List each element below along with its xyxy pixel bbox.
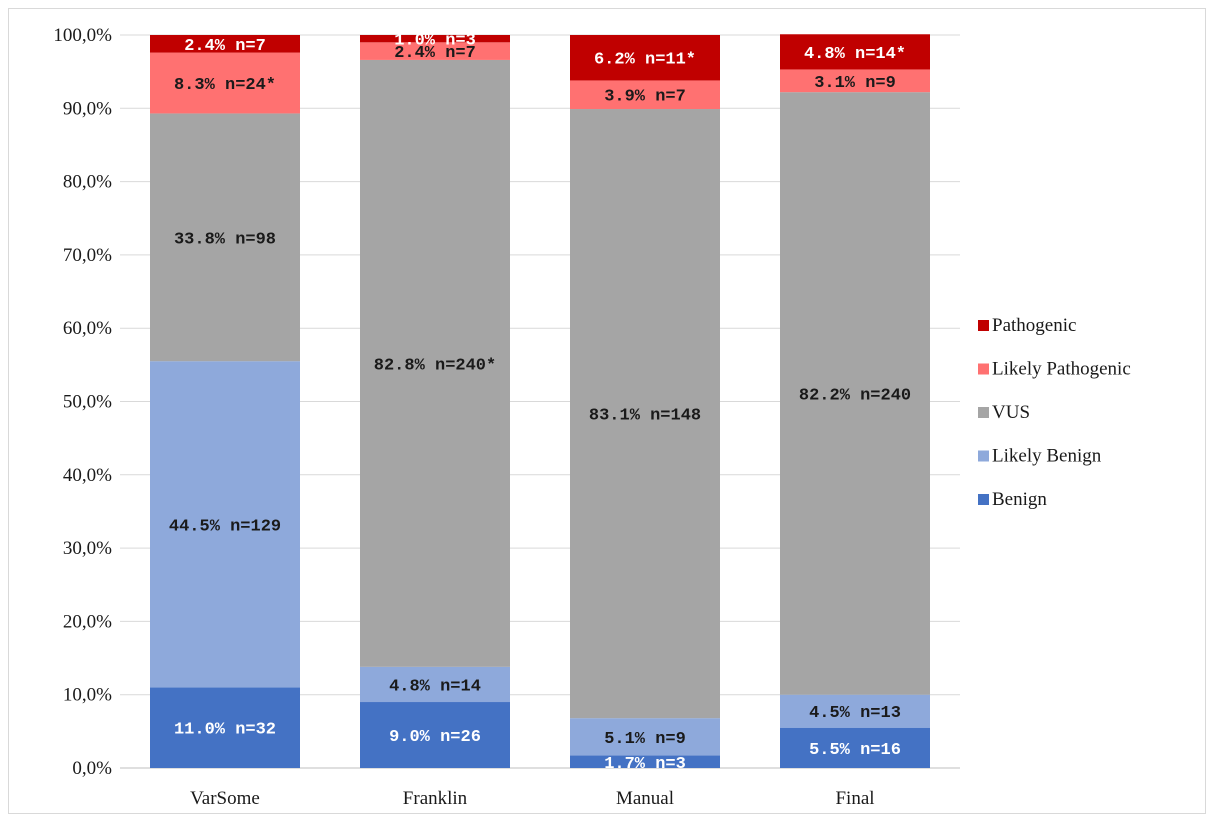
data-label: 9.0% n=26: [389, 728, 481, 747]
data-label: 4.8% n=14*: [804, 45, 906, 64]
bar-segment-benign: [570, 755, 720, 768]
data-labels: 11.0% n=32 44.5% n=129 33.8% n=98 8.3% n=24…: [169, 32, 911, 774]
legend-label: Likely Pathogenic: [992, 359, 1131, 380]
y-tick-label: 80,0%: [63, 172, 112, 193]
legend-swatch: [978, 320, 989, 331]
x-category-label: Final: [835, 788, 874, 809]
y-tick-label: 90,0%: [63, 98, 112, 119]
y-tick-label: 40,0%: [63, 465, 112, 486]
data-label: 4.8% n=14: [389, 677, 481, 696]
y-tick-label: 30,0%: [63, 538, 112, 559]
bar-segment-likely-pathogenic: [360, 42, 510, 60]
y-tick-label: 100,0%: [53, 25, 112, 46]
bar-segment-likely-benign: [780, 694, 930, 728]
data-label: 82.8% n=240*: [374, 356, 496, 375]
legend-label: Likely Benign: [992, 446, 1102, 467]
legend-swatch: [978, 494, 989, 505]
legend-swatch: [978, 363, 989, 375]
y-axis-tick-labels: 0,0% 10,0% 20,0% 30,0% 40,0% 50,0% 60,0% 70,0% 8…: [53, 25, 112, 779]
data-label: 5.5% n=16: [809, 741, 901, 760]
data-label: 1.0% n=3: [394, 32, 476, 51]
bar-segment-pathogenic: [360, 35, 510, 43]
legend-label: Pathogenic: [992, 315, 1076, 336]
data-label: 2.4% n=7: [394, 44, 476, 63]
bar-segment-likely-pathogenic: [780, 69, 930, 93]
bar-segment-likely-pathogenic: [150, 52, 300, 114]
y-tick-label: 70,0%: [63, 245, 112, 266]
x-axis-category-labels: VarSome Franklin Manual Final: [190, 788, 874, 809]
data-label: 3.1% n=9: [814, 74, 896, 93]
data-label: 1.7% n=3: [604, 755, 686, 774]
x-category-label: Franklin: [403, 788, 468, 809]
data-label: 6.2% n=11*: [594, 51, 696, 70]
data-label: 44.5% n=129: [169, 517, 281, 536]
data-label: 4.5% n=13: [809, 704, 901, 723]
y-tick-label: 0,0%: [72, 758, 112, 779]
y-tick-label: 10,0%: [63, 685, 112, 706]
bar-segment-vus: [360, 59, 510, 667]
bars: [150, 34, 930, 768]
bar-segment-pathogenic: [570, 35, 720, 81]
bar-segment-likely-benign: [570, 718, 720, 756]
bar-segment-benign: [360, 702, 510, 768]
x-category-label: Manual: [616, 788, 674, 809]
bar-segment-benign: [780, 727, 930, 768]
y-tick-label: 20,0%: [63, 611, 112, 632]
bar-segment-pathogenic: [780, 34, 930, 70]
bar-segment-benign: [150, 687, 300, 768]
bar-segment-likely-benign: [360, 666, 510, 703]
data-label: 83.1% n=148: [589, 407, 701, 426]
x-category-label: VarSome: [190, 788, 260, 809]
legend-label: VUS: [992, 402, 1030, 423]
bar-segment-pathogenic: [150, 35, 300, 53]
data-label: 2.4% n=7: [184, 37, 266, 56]
y-tick-label: 50,0%: [63, 392, 112, 413]
data-label: 8.3% n=24*: [174, 76, 276, 95]
bar-segment-likely-pathogenic: [570, 80, 720, 110]
bar-segment-vus: [570, 109, 720, 719]
y-tick-label: 60,0%: [63, 318, 112, 339]
data-label: 11.0% n=32: [174, 721, 276, 740]
bar-segment-vus: [150, 113, 300, 362]
legend-label: Benign: [992, 489, 1047, 510]
data-label: 5.1% n=9: [604, 730, 686, 749]
data-label: 82.2% n=240: [799, 386, 911, 405]
legend-swatch: [978, 450, 989, 462]
bar-segment-vus: [780, 92, 930, 695]
data-label: 33.8% n=98: [174, 230, 276, 249]
legend: Pathogenic Likely Pathogenic VUS Likely Ben…: [978, 315, 1131, 510]
bar-segment-likely-benign: [150, 361, 300, 688]
data-label: 3.9% n=7: [604, 88, 686, 107]
legend-swatch: [978, 407, 989, 418]
